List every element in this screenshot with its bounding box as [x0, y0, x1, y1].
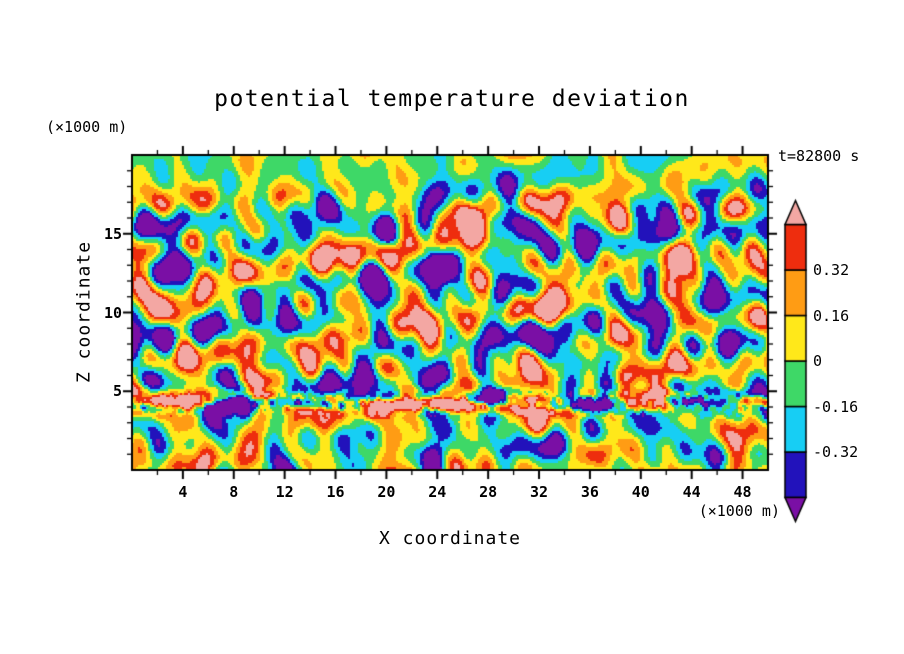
x-axis-units-label: (×1000 m) — [698, 502, 780, 520]
chart-title: potential temperature deviation — [214, 86, 690, 112]
timestamp-label: t=82800 s — [778, 147, 860, 165]
y-axis-title: Z coordinate — [73, 240, 95, 384]
y-axis-units-label: (×1000 m) — [46, 118, 128, 136]
x-axis-title: X coordinate — [378, 528, 522, 549]
